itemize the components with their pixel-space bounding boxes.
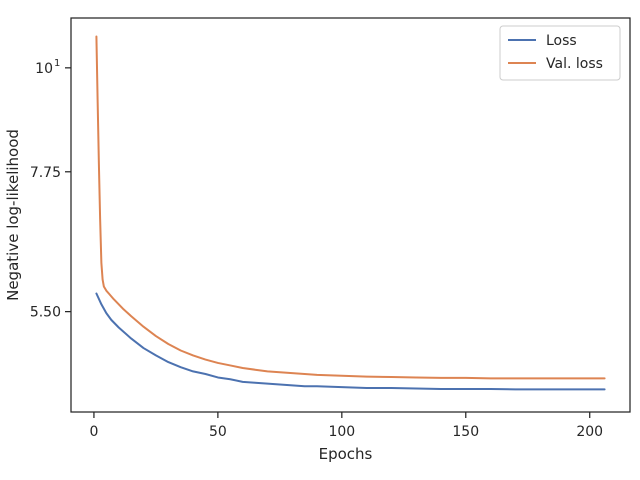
series-line-val-loss bbox=[95, 35, 606, 380]
legend-label: Val. loss bbox=[546, 56, 603, 72]
legend: Loss Val. loss bbox=[499, 25, 621, 81]
y-tick-label: 7.75 bbox=[30, 165, 61, 181]
x-axis: 0 50 100 150 200 bbox=[89, 412, 603, 440]
x-tick-label: 100 bbox=[328, 424, 355, 440]
y-tick-label: 5.50 bbox=[30, 305, 61, 321]
legend-label: Loss bbox=[546, 33, 577, 49]
x-tick-label: 50 bbox=[209, 424, 227, 440]
y-axis: 5.50 7.75 10 1 bbox=[30, 58, 71, 321]
plot-frame bbox=[70, 17, 631, 413]
y-axis-label: Negative log-likelihood bbox=[4, 129, 22, 301]
x-axis-label: Epochs bbox=[319, 445, 373, 463]
y-tick-label: 10 bbox=[35, 61, 53, 77]
y-tick-exponent: 1 bbox=[54, 58, 60, 69]
series-line-loss bbox=[95, 292, 606, 391]
x-tick-label: 150 bbox=[452, 424, 479, 440]
x-tick-label: 200 bbox=[576, 424, 603, 440]
plot-area bbox=[95, 35, 606, 391]
x-tick-label: 0 bbox=[89, 424, 98, 440]
